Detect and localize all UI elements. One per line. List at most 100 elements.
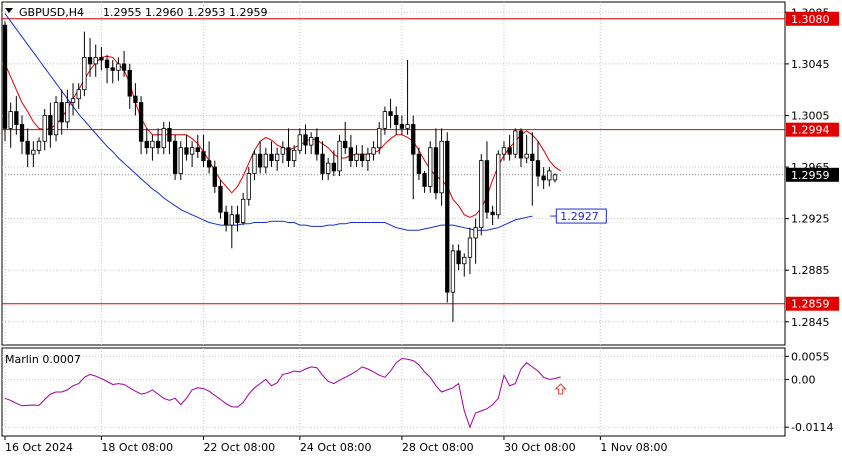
- bear-candle: [541, 175, 546, 181]
- bull-candle: [263, 153, 268, 168]
- bear-candle: [212, 166, 217, 187]
- bear-candle: [507, 147, 512, 155]
- bull-candle: [354, 153, 359, 162]
- price-tick-label: 1.2925: [791, 213, 830, 226]
- indicator-tick-label: 0.00: [791, 373, 816, 386]
- bull-candle: [161, 127, 166, 149]
- bull-candle: [82, 57, 87, 91]
- candles: [2, 21, 558, 322]
- main-panel-border: [1, 1, 786, 346]
- up-arrow-icon: [554, 383, 567, 395]
- bull-candle: [450, 250, 456, 293]
- bull-candle: [513, 130, 518, 155]
- ma-callout-box: [555, 208, 607, 224]
- bull-candle: [150, 140, 155, 149]
- bear-candle: [394, 115, 399, 125]
- bull-candle: [65, 102, 70, 123]
- bull-candle: [524, 153, 529, 159]
- bull-candle: [371, 147, 376, 155]
- bear-candle: [445, 140, 450, 293]
- bull-candle: [479, 160, 484, 229]
- time-tick-label: 18 Oct 08:00: [101, 441, 173, 454]
- level-label: 1.3080: [791, 13, 830, 26]
- bull-candle: [70, 98, 76, 103]
- bear-candle: [348, 147, 354, 162]
- slow-ma-line: [4, 13, 533, 231]
- bull-candle: [8, 111, 13, 129]
- indicator-panel-border: [1, 347, 786, 437]
- bear-candle: [167, 127, 172, 142]
- ohlc-high: 1.2960: [145, 6, 184, 19]
- price-tick-label: 1.2845: [791, 316, 830, 329]
- dropdown-triangle-icon[interactable]: [5, 8, 13, 13]
- price-tick-label: 1.3045: [791, 58, 830, 71]
- bull-candle: [377, 127, 382, 149]
- level-label-bg: [786, 296, 839, 311]
- bear-candle: [121, 63, 127, 71]
- bear-candle: [422, 173, 427, 187]
- bear-candle: [87, 57, 93, 65]
- fast-ma-line: [4, 55, 561, 218]
- bull-candle: [326, 162, 331, 174]
- bear-candle: [195, 147, 200, 152]
- bull-candle: [547, 170, 552, 181]
- ohlc-open: 1.2955: [103, 6, 142, 19]
- bear-candle: [104, 59, 110, 69]
- bear-candle: [14, 111, 19, 125]
- bear-candle: [257, 153, 263, 168]
- main-grid: [2, 2, 785, 345]
- bear-candle: [2, 24, 8, 129]
- bull-candle: [252, 153, 257, 174]
- time-tick-label: 28 Oct 08:00: [402, 441, 474, 454]
- bear-candle: [360, 153, 365, 162]
- symbol-timeframe: GBPUSD,H4: [19, 6, 84, 19]
- time-tick-label: 30 Oct 08:00: [504, 441, 576, 454]
- current-price-label: 1.2959: [791, 169, 830, 182]
- level-label-bg: [786, 11, 839, 26]
- bull-candle: [116, 63, 121, 71]
- bear-candle: [399, 124, 405, 129]
- chart-frame: [1, 1, 786, 437]
- bear-candle: [48, 115, 53, 136]
- bear-candle: [530, 153, 535, 162]
- bear-candle: [343, 140, 348, 149]
- bear-candle: [433, 147, 439, 194]
- fast-moving-average: [4, 55, 561, 218]
- time-tick-label: 1 Nov 08:00: [600, 441, 667, 454]
- ohlc-close: 1.2959: [229, 6, 268, 19]
- bear-candle: [172, 140, 178, 174]
- bear-candle: [269, 153, 274, 162]
- bull-candle: [53, 102, 59, 136]
- bear-candle: [235, 214, 240, 223]
- bear-candle: [201, 151, 206, 162]
- bull-candle: [439, 140, 444, 194]
- bear-candle: [535, 160, 541, 177]
- bull-candle: [552, 174, 558, 181]
- indicator-tick-label: -0.0114: [791, 421, 833, 434]
- bear-candle: [184, 147, 189, 155]
- bull-candle: [309, 136, 314, 146]
- price-tick-label: 1.2885: [791, 264, 830, 277]
- current-price-label-bg: [786, 167, 839, 182]
- bear-candle: [331, 162, 337, 172]
- time-axis[interactable]: 16 Oct 2024 18 Oct 08:00 22 Oct 08:00 24 Oc…: [4, 436, 668, 454]
- bear-candle: [99, 57, 104, 61]
- bull-candle: [229, 214, 234, 226]
- bull-candle: [280, 147, 285, 155]
- price-axis[interactable]: 1.28451.28851.29251.29651.30051.30451.30…: [785, 6, 830, 329]
- bear-candle: [320, 153, 325, 174]
- indicator-tick-label: 0.0055: [791, 350, 830, 363]
- bear-candle: [155, 140, 161, 149]
- bear-candle: [518, 130, 524, 159]
- bear-candle: [59, 102, 64, 123]
- bull-candle: [178, 147, 183, 174]
- time-tick-label: 16 Oct 2024: [5, 441, 73, 454]
- bear-candle: [127, 69, 132, 97]
- bear-candle: [218, 185, 223, 213]
- level-label-bg: [786, 122, 839, 137]
- bull-candle: [76, 89, 81, 100]
- indicator-grid: [2, 348, 785, 436]
- horizontal-levels[interactable]: [2, 18, 785, 305]
